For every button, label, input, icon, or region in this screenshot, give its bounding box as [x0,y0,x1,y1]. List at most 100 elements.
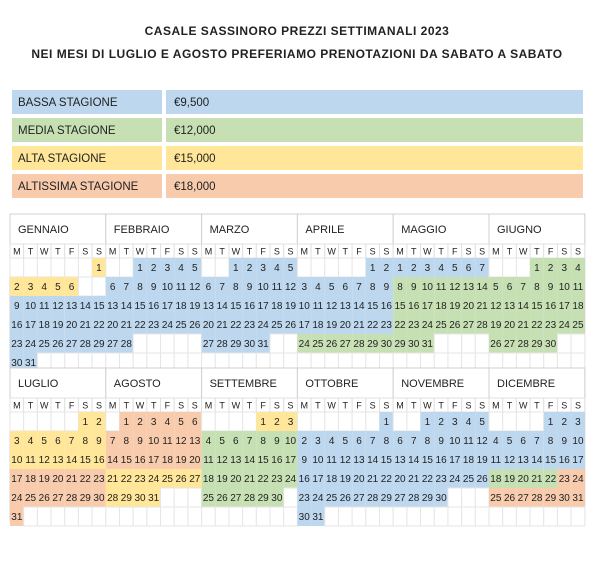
day: 22 [394,320,406,331]
day: 19 [39,474,51,485]
day: 17 [422,301,434,312]
weekday: T [28,400,34,410]
day-cell [215,334,229,353]
day: 3 [452,417,458,428]
day: 21 [107,474,119,485]
day-cell [215,296,229,315]
day: 20 [203,320,215,331]
day-cell [146,333,162,354]
weekday: S [479,246,485,256]
day-cell [447,315,462,334]
day-cell [160,296,175,315]
day: 8 [548,436,554,447]
day: 11 [313,301,324,312]
day: 9 [561,436,567,447]
day-cell [297,277,312,296]
weekday: T [343,400,349,410]
day: 22 [381,474,393,485]
day: 10 [559,282,571,293]
day-cell [311,488,325,507]
day-cell [105,296,120,315]
day-cell [338,488,353,507]
season-name: MEDIA STAGIONE [18,125,116,137]
day: 14 [477,282,489,293]
day-cell [36,411,52,432]
day: 5 [41,436,47,447]
day: 6 [397,436,403,447]
day-cell [256,277,271,296]
day: 16 [93,455,105,466]
day: 19 [285,301,297,312]
day-cell [215,315,229,334]
day-cell [174,296,188,315]
day: 23 [148,320,160,331]
day-cell [146,412,161,431]
day-cell [461,469,476,488]
day: 19 [326,320,338,331]
day-cell [489,315,503,334]
day: 26 [52,339,64,350]
day: 2 [96,417,102,428]
day-cell [297,315,312,334]
weekday: T [534,246,540,256]
day-cell [269,333,285,354]
day: 14 [367,455,379,466]
day-cell [434,258,448,277]
day: 22 [80,474,92,485]
day-cell [119,488,134,507]
day-cell [543,258,558,277]
day-cell [475,431,489,450]
day-cell [379,412,394,431]
day-cell [379,296,394,315]
day-cell [543,506,558,527]
day-cell [283,258,298,277]
day-cell [447,431,462,450]
day: 8 [534,282,540,293]
day: 22 [531,320,543,331]
day-cell [242,411,257,432]
day-cell [187,431,202,450]
day-cell [64,506,79,527]
day-cell [556,506,572,527]
day-cell [461,412,476,431]
day-cell [434,431,448,450]
day: 29 [545,493,557,504]
day-cell [78,334,93,353]
day-cell [324,506,339,527]
day: 19 [477,455,489,466]
day: 11 [176,282,187,293]
day-cell [187,277,202,296]
weekday: T [315,246,321,256]
day: 11 [573,282,584,293]
day: 3 [575,417,581,428]
weekday: F [452,400,458,410]
day-cell [215,277,229,296]
month-name: NOVEMBRE [401,378,464,390]
day-cell [557,469,572,488]
day-cell [23,450,38,469]
day-cell [311,315,325,334]
day-cell [119,315,134,334]
day: 16 [381,301,393,312]
day: 28 [107,493,119,504]
day-cell [379,506,394,527]
weekday: M [13,400,21,410]
day: 24 [258,320,270,331]
day-cell [10,296,24,315]
day: 25 [176,320,188,331]
day-cell [133,315,147,334]
day: 19 [217,474,229,485]
day: 1 [137,263,143,274]
day: 12 [477,436,489,447]
day: 17 [148,455,160,466]
month-header [201,213,298,245]
day: 27 [504,339,516,350]
day: 13 [203,301,215,312]
day-cell [283,506,298,527]
day-cell [270,277,284,296]
day-cell [296,411,312,432]
day-cell [488,411,504,432]
weekday: S [575,246,581,256]
day-cell [283,412,298,431]
